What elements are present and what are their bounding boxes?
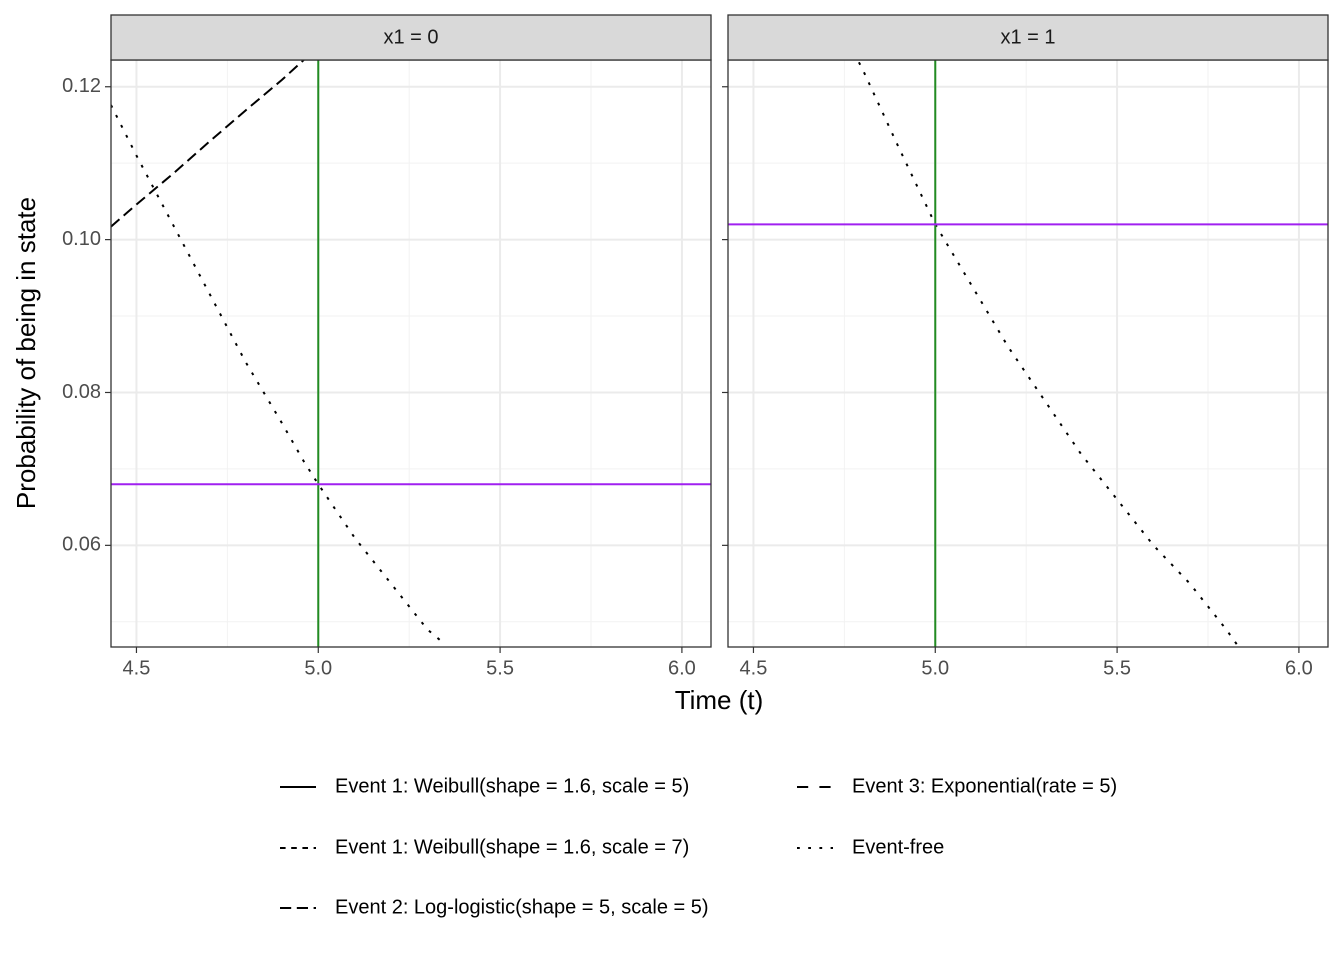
y-tick-label: 0.06 [62, 534, 101, 556]
x-tick-label: 6.0 [1285, 657, 1313, 679]
y-tick-label: 0.12 [62, 75, 101, 97]
x-tick-label: 5.5 [1103, 657, 1131, 679]
y-tick-label: 0.08 [62, 381, 101, 403]
panel-background [111, 60, 711, 647]
x-tick-label: 5.5 [486, 657, 514, 679]
x-tick-label: 5.0 [304, 657, 332, 679]
y-tick-label: 0.10 [62, 228, 101, 250]
legend-label: Event 2: Log-logistic(shape = 5, scale =… [335, 896, 709, 918]
x-axis-label: Time (t) [675, 685, 764, 715]
legend-label: Event 3: Exponential(rate = 5) [852, 775, 1117, 797]
strip-label: x1 = 0 [383, 26, 438, 48]
series-line [111, 60, 305, 228]
legend-label: Event 1: Weibull(shape = 1.6, scale = 7) [335, 836, 689, 858]
legend-label: Event 1: Weibull(shape = 1.6, scale = 5) [335, 775, 689, 797]
strip [727, 14, 1329, 61]
series-line [111, 104, 447, 646]
y-axis-label: Probability of being in state [11, 197, 41, 509]
legend-label: Event-free [852, 836, 944, 858]
x-tick-label: 4.5 [123, 657, 151, 679]
panel-background [728, 60, 1328, 647]
strip [110, 14, 712, 61]
x-tick-label: 4.5 [740, 657, 768, 679]
x-tick-label: 5.0 [921, 657, 949, 679]
x-tick-label: 6.0 [668, 657, 696, 679]
strip-label: x1 = 1 [1000, 26, 1055, 48]
lines [111, 60, 447, 646]
